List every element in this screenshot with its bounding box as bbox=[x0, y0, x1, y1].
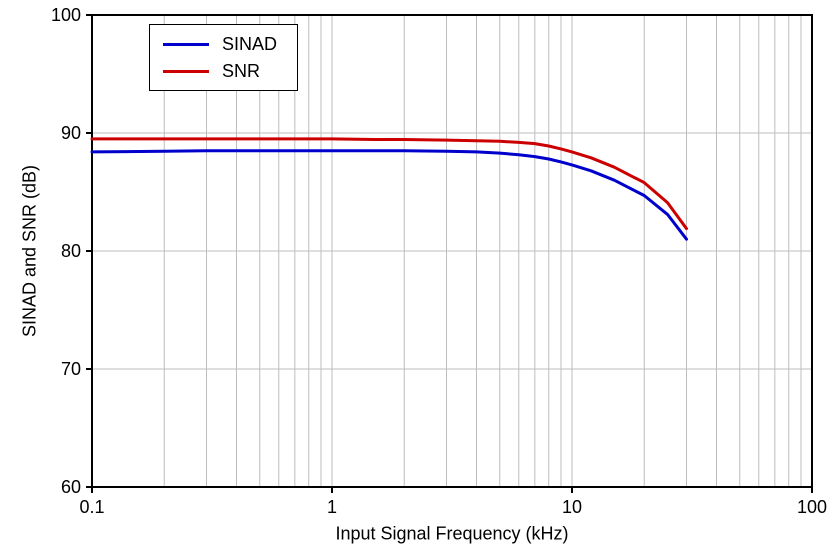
svg-text:90: 90 bbox=[61, 123, 81, 143]
svg-text:70: 70 bbox=[61, 359, 81, 379]
sinad-line-swatch bbox=[163, 42, 209, 46]
legend-label-snr: SNR bbox=[222, 61, 261, 81]
svg-text:100: 100 bbox=[51, 5, 81, 25]
legend-item-snr: SNR bbox=[163, 62, 277, 80]
legend: SINAD SNR bbox=[149, 24, 299, 91]
svg-text:80: 80 bbox=[61, 241, 81, 261]
y-axis-label: SINAD and SNR (dB) bbox=[19, 164, 40, 338]
svg-text:10: 10 bbox=[562, 497, 582, 517]
svg-text:100: 100 bbox=[797, 497, 827, 517]
x-axis-label: Input Signal Frequency (kHz) bbox=[335, 523, 569, 544]
legend-label-sinad: SINAD bbox=[222, 34, 278, 54]
svg-text:60: 60 bbox=[61, 477, 81, 497]
snr-line-swatch bbox=[163, 69, 209, 73]
svg-text:0.1: 0.1 bbox=[79, 497, 104, 517]
legend-item-sinad: SINAD bbox=[163, 35, 277, 53]
svg-text:1: 1 bbox=[327, 497, 337, 517]
